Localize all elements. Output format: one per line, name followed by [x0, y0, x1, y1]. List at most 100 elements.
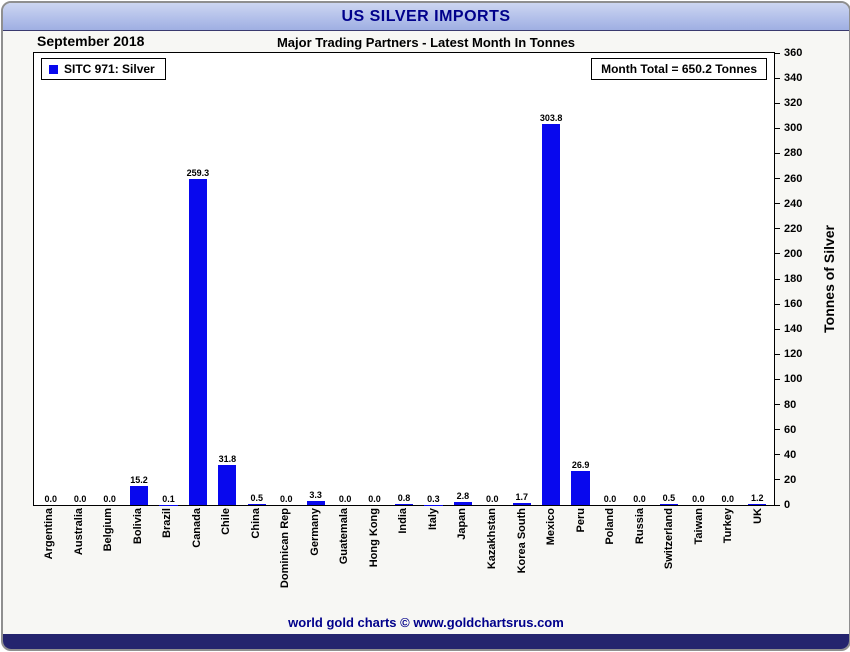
bar-value-label: 31.8 [219, 454, 237, 464]
bar-column: 0.0 [330, 53, 359, 505]
x-axis-label: Chile [212, 508, 242, 620]
bar-value-label: 0.3 [427, 494, 440, 504]
x-axis-label: China [242, 508, 272, 620]
bar [454, 502, 472, 506]
bar-value-label: 259.3 [187, 168, 210, 178]
bar [660, 504, 678, 505]
x-axis-label: Dominican Rep [271, 508, 301, 620]
x-axis-label: India [389, 508, 419, 620]
y-axis-tick: 220 [774, 223, 802, 235]
bar-column: 0.0 [595, 53, 624, 505]
y-axis-title: Tonnes of Silver [821, 52, 837, 506]
bar-value-label: 0.0 [280, 494, 293, 504]
bar [395, 504, 413, 505]
bar-value-label: 1.7 [515, 492, 528, 502]
bar-column: 26.9 [566, 53, 595, 505]
bar-column: 0.5 [242, 53, 271, 505]
bar-value-label: 15.2 [130, 475, 148, 485]
bar-column: 0.0 [95, 53, 124, 505]
bar-value-label: 0.5 [663, 493, 676, 503]
x-axis-label: Belgium [94, 508, 124, 620]
bar-column: 15.2 [124, 53, 153, 505]
bar-value-label: 0.0 [74, 494, 87, 504]
bar-value-label: 0.0 [692, 494, 705, 504]
y-axis-tick: 80 [774, 399, 796, 411]
y-axis-tick: 320 [774, 97, 802, 109]
x-axis-label: Taiwan [684, 508, 714, 620]
footer-credit: world gold charts © www.goldchartsrus.co… [3, 615, 849, 630]
y-axis-tick: 40 [774, 449, 796, 461]
bar-column: 1.2 [743, 53, 772, 505]
bar-value-label: 0.5 [251, 493, 264, 503]
x-axis-label: Brazil [153, 508, 183, 620]
y-axis-tick: 180 [774, 273, 802, 285]
month-total-badge: Month Total = 650.2 Tonnes [591, 58, 767, 80]
bar-column: 0.0 [625, 53, 654, 505]
chart-subheader: September 2018 Major Trading Partners - … [3, 31, 849, 53]
x-axis-label: Germany [301, 508, 331, 620]
x-axis-label: Korea South [507, 508, 537, 620]
y-axis-tick: 260 [774, 173, 802, 185]
bar [130, 486, 148, 505]
x-axis-label: Italy [419, 508, 449, 620]
x-axis-label: Guatemala [330, 508, 360, 620]
x-axis-label: Argentina [35, 508, 65, 620]
bar-column: 0.0 [360, 53, 389, 505]
page-title: US SILVER IMPORTS [341, 8, 510, 25]
x-axis-label: Canada [183, 508, 213, 620]
y-axis-tick: 60 [774, 424, 796, 436]
chart-header: US SILVER IMPORTS [3, 3, 849, 31]
period-label: September 2018 [37, 33, 144, 49]
bar [542, 124, 560, 505]
y-axis-tick: 360 [774, 47, 802, 59]
y-axis-tick: 340 [774, 72, 802, 84]
bar [748, 504, 766, 506]
x-axis-label: Australia [65, 508, 95, 620]
bar-value-label: 0.0 [368, 494, 381, 504]
bar-value-label: 26.9 [572, 460, 590, 470]
bar-value-label: 0.0 [44, 494, 57, 504]
y-axis-tick: 160 [774, 298, 802, 310]
bar-column: 259.3 [183, 53, 212, 505]
bar-value-label: 0.0 [604, 494, 617, 504]
x-axis-label: Kazakhstan [478, 508, 508, 620]
y-axis-title-text: Tonnes of Silver [821, 225, 837, 333]
y-axis-tick: 240 [774, 198, 802, 210]
bar [571, 471, 589, 505]
y-axis-tick: 100 [774, 373, 802, 385]
y-axis-tick: 280 [774, 147, 802, 159]
bar-column: 0.1 [154, 53, 183, 505]
bar-value-label: 0.8 [398, 493, 411, 503]
bar-value-label: 0.0 [339, 494, 352, 504]
x-axis-label: Peru [566, 508, 596, 620]
bar-column: 3.3 [301, 53, 330, 505]
bar-column: 0.3 [419, 53, 448, 505]
bar-column: 303.8 [536, 53, 565, 505]
bar-column: 0.5 [654, 53, 683, 505]
bar-column: 31.8 [213, 53, 242, 505]
bar-column: 0.0 [272, 53, 301, 505]
x-axis-label: Russia [625, 508, 655, 620]
y-axis-tick: 120 [774, 348, 802, 360]
bar-value-label: 0.1 [162, 494, 175, 504]
bar-column: 2.8 [448, 53, 477, 505]
y-axis-tick: 140 [774, 323, 802, 335]
legend-swatch-icon [49, 65, 58, 74]
bar [248, 504, 266, 505]
bar-column: 0.0 [65, 53, 94, 505]
y-axis-tick: 20 [774, 474, 796, 486]
y-axis-tick: 0 [774, 499, 790, 511]
bar-value-label: 0.0 [103, 494, 116, 504]
bottom-band [3, 634, 849, 649]
x-axis-label: Turkey [714, 508, 744, 620]
x-axis-label: Bolivia [124, 508, 154, 620]
bar-value-label: 2.8 [457, 491, 470, 501]
bar-value-label: 0.0 [722, 494, 735, 504]
bar-column: 0.0 [478, 53, 507, 505]
bar-value-label: 0.0 [633, 494, 646, 504]
chart-area: SITC 971: Silver Month Total = 650.2 Ton… [33, 52, 849, 632]
bars-area: 0.0 0.0 0.0 15.2 0.1 259.3 31.8 0.5 0.0 3.3 0.0 0.0… [34, 53, 774, 505]
bar-column: 0.8 [389, 53, 418, 505]
